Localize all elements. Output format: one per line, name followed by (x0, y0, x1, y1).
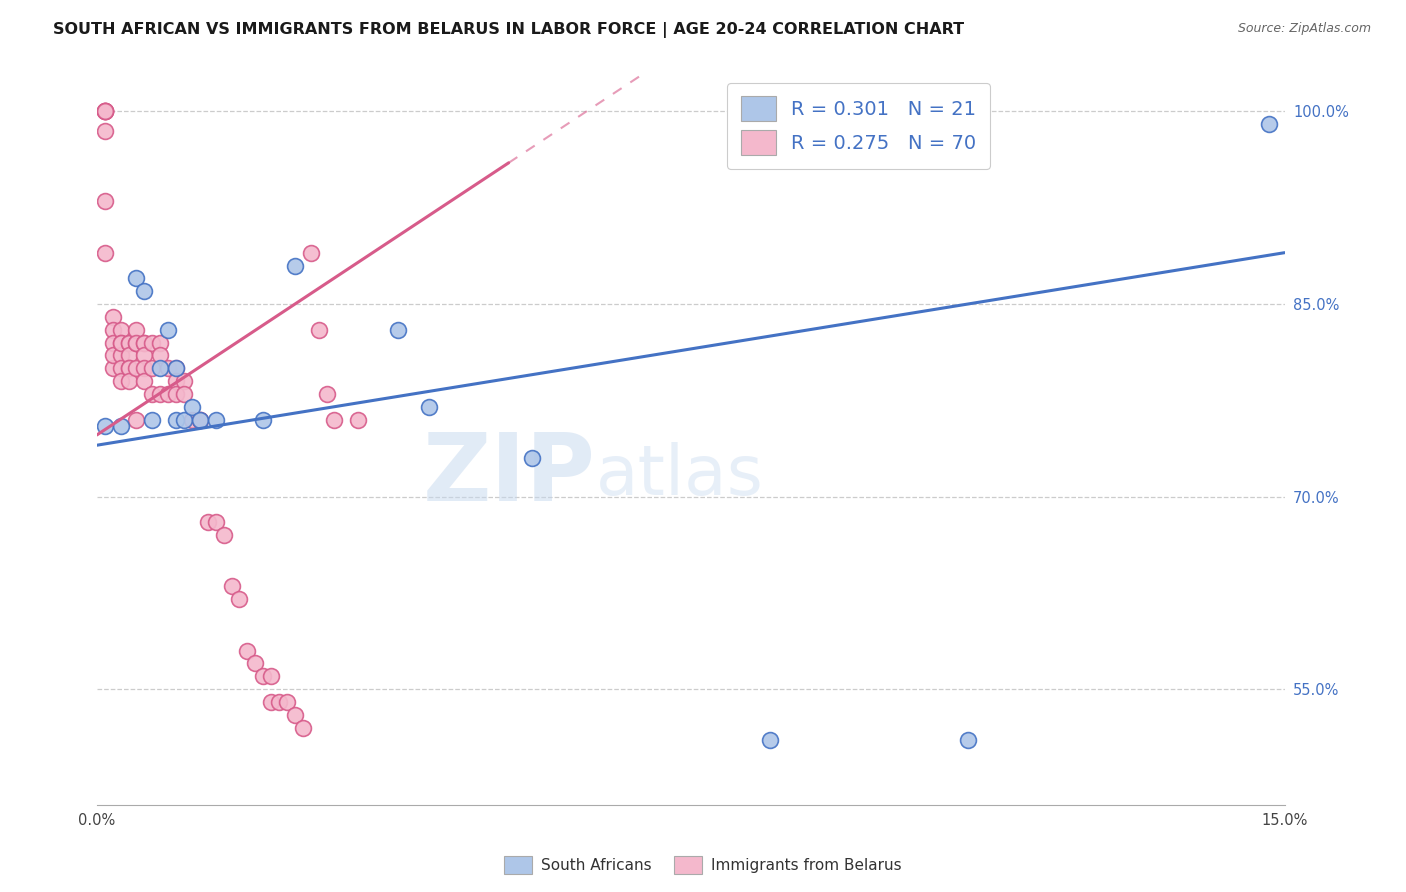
Point (125, 323, 148, 337)
Point (149, 361, 172, 376)
Point (188, 412, 211, 426)
Point (173, 374, 195, 388)
Point (291, 721, 314, 735)
Point (117, 348, 139, 362)
Point (197, 515, 219, 529)
Point (110, 361, 132, 376)
Point (94, 419, 117, 434)
Point (284, 259, 307, 273)
Point (418, 400, 440, 414)
Point (94, 104, 117, 119)
Point (221, 579, 243, 593)
Point (134, 284, 156, 298)
Point (141, 335, 163, 350)
Point (260, 669, 283, 683)
Point (157, 361, 180, 376)
Point (315, 387, 337, 401)
Point (299, 245, 322, 260)
Point (94, 104, 117, 119)
Point (245, 657, 267, 671)
Point (284, 707, 307, 722)
Point (180, 400, 202, 414)
Point (110, 335, 132, 350)
Point (308, 323, 330, 337)
Legend: South Africans, Immigrants from Belarus: South Africans, Immigrants from Belarus (498, 850, 908, 880)
Point (323, 412, 346, 426)
Point (141, 412, 163, 426)
Point (165, 361, 187, 376)
Point (1257, 117, 1279, 131)
Point (173, 412, 195, 426)
Point (125, 412, 148, 426)
Point (759, 733, 782, 747)
Point (117, 335, 139, 350)
Text: atlas: atlas (596, 442, 763, 508)
Point (204, 515, 226, 529)
Point (149, 335, 172, 350)
Point (117, 335, 139, 350)
Point (117, 361, 139, 376)
Point (94, 245, 117, 260)
Point (110, 323, 132, 337)
Point (101, 310, 124, 324)
Point (387, 323, 409, 337)
Point (94, 104, 117, 119)
Point (94, 104, 117, 119)
Point (125, 361, 148, 376)
Text: Source: ZipAtlas.com: Source: ZipAtlas.com (1237, 22, 1371, 36)
Point (165, 412, 187, 426)
Point (267, 695, 290, 709)
Point (236, 643, 259, 657)
Point (101, 348, 124, 362)
Point (134, 335, 156, 350)
Point (117, 361, 139, 376)
Point (252, 412, 274, 426)
Text: SOUTH AFRICAN VS IMMIGRANTS FROM BELARUS IN LABOR FORCE | AGE 20-24 CORRELATION : SOUTH AFRICAN VS IMMIGRANTS FROM BELARUS… (53, 22, 965, 38)
Point (125, 335, 148, 350)
Point (157, 323, 180, 337)
Point (165, 374, 187, 388)
Point (117, 374, 139, 388)
Point (101, 361, 124, 376)
Point (188, 412, 211, 426)
Point (188, 412, 211, 426)
Point (134, 361, 156, 376)
Point (141, 387, 163, 401)
Point (134, 335, 156, 350)
Point (94, 194, 117, 209)
Text: ZIP: ZIP (423, 429, 596, 522)
Point (212, 528, 235, 542)
Point (94, 104, 117, 119)
Point (149, 348, 172, 362)
Point (157, 387, 180, 401)
Point (110, 335, 132, 350)
Point (522, 451, 544, 466)
Point (165, 361, 187, 376)
Point (956, 733, 979, 747)
Point (125, 271, 148, 285)
Point (101, 323, 124, 337)
Point (347, 412, 370, 426)
Point (141, 361, 163, 376)
Point (204, 412, 226, 426)
Point (260, 695, 283, 709)
Point (110, 419, 132, 434)
Point (101, 335, 124, 350)
Point (252, 669, 274, 683)
Point (180, 412, 202, 426)
Legend: R = 0.301   N = 21, R = 0.275   N = 70: R = 0.301 N = 21, R = 0.275 N = 70 (727, 83, 990, 169)
Point (94, 124, 117, 138)
Point (125, 335, 148, 350)
Point (149, 387, 172, 401)
Point (173, 387, 195, 401)
Point (165, 387, 187, 401)
Point (134, 374, 156, 388)
Point (110, 374, 132, 388)
Point (110, 348, 132, 362)
Point (276, 695, 298, 709)
Point (228, 592, 250, 607)
Point (134, 348, 156, 362)
